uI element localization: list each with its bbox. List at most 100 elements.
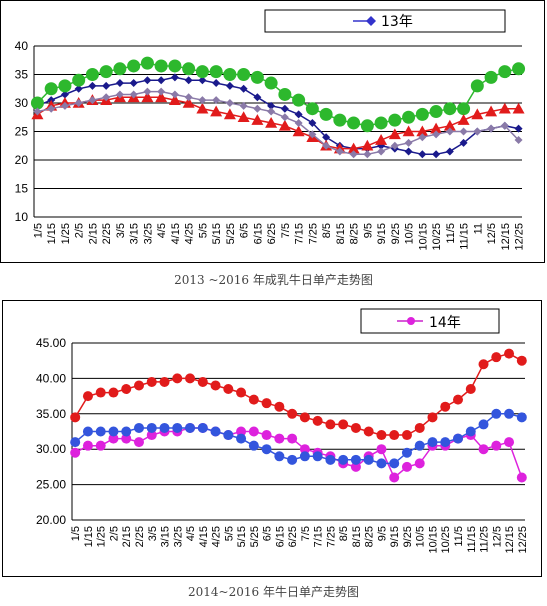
x-tick-label: 11: [472, 223, 484, 234]
data-point: [350, 454, 361, 465]
data-point: [146, 422, 157, 433]
data-point: [377, 147, 386, 156]
data-point: [287, 408, 298, 419]
y-tick-label: 25: [15, 125, 29, 139]
data-point: [305, 102, 319, 116]
data-point: [33, 107, 42, 116]
data-point: [485, 105, 498, 117]
x-tick-label: 5/15: [211, 223, 223, 244]
data-point: [82, 440, 93, 451]
data-point: [299, 444, 310, 455]
data-point: [209, 65, 223, 79]
data-point: [465, 426, 476, 437]
data-point: [470, 79, 484, 93]
y-tick-label: 15: [15, 182, 29, 196]
data-point: [237, 111, 250, 123]
chart-1: 10 15 20 25 30 35 40 1/5 1/15 1/25 2/5 2/15 2/25 3/5…: [15, 9, 526, 251]
chart-1-legend-label: 13年: [381, 14, 413, 30]
data-point: [102, 93, 111, 102]
data-point: [484, 70, 498, 84]
x-tick-label: 6/5: [239, 223, 251, 238]
data-point: [195, 65, 209, 79]
data-point: [471, 108, 484, 120]
x-tick-label: 1/5: [70, 526, 82, 541]
data-point: [70, 447, 81, 458]
x-tick-label: 9/15: [376, 223, 388, 244]
data-point: [512, 102, 525, 114]
x-tick-label: 6/15: [252, 223, 264, 244]
data-point: [427, 437, 438, 448]
data-point: [414, 458, 425, 469]
data-point: [85, 68, 99, 81]
data-point: [196, 102, 209, 114]
data-point: [335, 147, 344, 156]
data-point: [498, 65, 512, 79]
data-point: [375, 134, 388, 145]
data-point: [58, 79, 72, 93]
x-tick-label: 5/15: [236, 526, 248, 547]
x-tick-label: 2/5: [108, 526, 120, 541]
data-point: [82, 426, 93, 437]
data-point: [141, 91, 154, 103]
data-point: [133, 422, 144, 433]
data-point: [402, 110, 416, 124]
data-point: [236, 433, 247, 444]
series-4: [33, 87, 523, 159]
x-tick-label: 8/5: [338, 526, 350, 541]
data-point: [478, 444, 489, 455]
x-tick-label: 8/25: [349, 223, 361, 244]
data-point: [389, 430, 400, 441]
x-tick-label: 1/25: [60, 223, 72, 244]
data-point: [115, 90, 124, 99]
chart-2-axes: [71, 343, 525, 521]
data-point: [30, 96, 44, 110]
chart-1-series: [30, 56, 526, 159]
y-tick-label: 20.00: [36, 513, 66, 527]
data-point: [443, 102, 457, 116]
data-point: [473, 127, 482, 136]
data-point: [278, 119, 291, 131]
data-point: [350, 422, 361, 433]
x-tick-label: 1/15: [83, 526, 95, 547]
data-point: [350, 461, 361, 472]
data-point: [264, 76, 278, 90]
x-tick-label: 4/5: [156, 223, 168, 238]
data-point: [512, 62, 526, 76]
data-point: [146, 376, 157, 387]
x-tick-label: 2/25: [101, 223, 113, 244]
data-point: [418, 133, 427, 142]
x-tick-label: 7/15: [313, 526, 325, 547]
data-point: [459, 127, 468, 136]
data-point: [248, 394, 259, 405]
data-point: [294, 110, 303, 119]
x-tick-label: 7/25: [307, 223, 319, 244]
data-point: [261, 398, 272, 409]
x-tick-label: 7/5: [300, 526, 312, 541]
data-point: [491, 408, 502, 419]
x-tick-label: 10/15: [427, 526, 439, 554]
data-point: [500, 121, 509, 130]
chart-2-gridlines: [72, 342, 525, 486]
data-point: [172, 373, 183, 384]
y-tick-label: 40: [15, 39, 29, 53]
data-point: [374, 116, 388, 130]
data-point: [198, 76, 207, 85]
x-tick-label: 5/5: [197, 223, 209, 238]
data-point: [432, 130, 441, 139]
data-point: [129, 90, 138, 99]
data-point: [280, 113, 289, 122]
x-tick-label: 3/25: [142, 223, 154, 244]
data-point: [140, 56, 154, 70]
chart-2-legend-label: 14年: [429, 315, 461, 331]
data-point: [445, 147, 454, 156]
x-tick-label: 9/5: [362, 223, 374, 238]
data-point: [143, 87, 152, 96]
data-point: [376, 430, 387, 441]
x-tick-label: 12/25: [514, 223, 526, 251]
data-point: [197, 376, 208, 387]
data-point: [99, 65, 113, 79]
data-point: [376, 444, 387, 455]
data-point: [265, 116, 278, 128]
x-tick-label: 3/25: [172, 526, 184, 547]
data-point: [465, 384, 476, 395]
